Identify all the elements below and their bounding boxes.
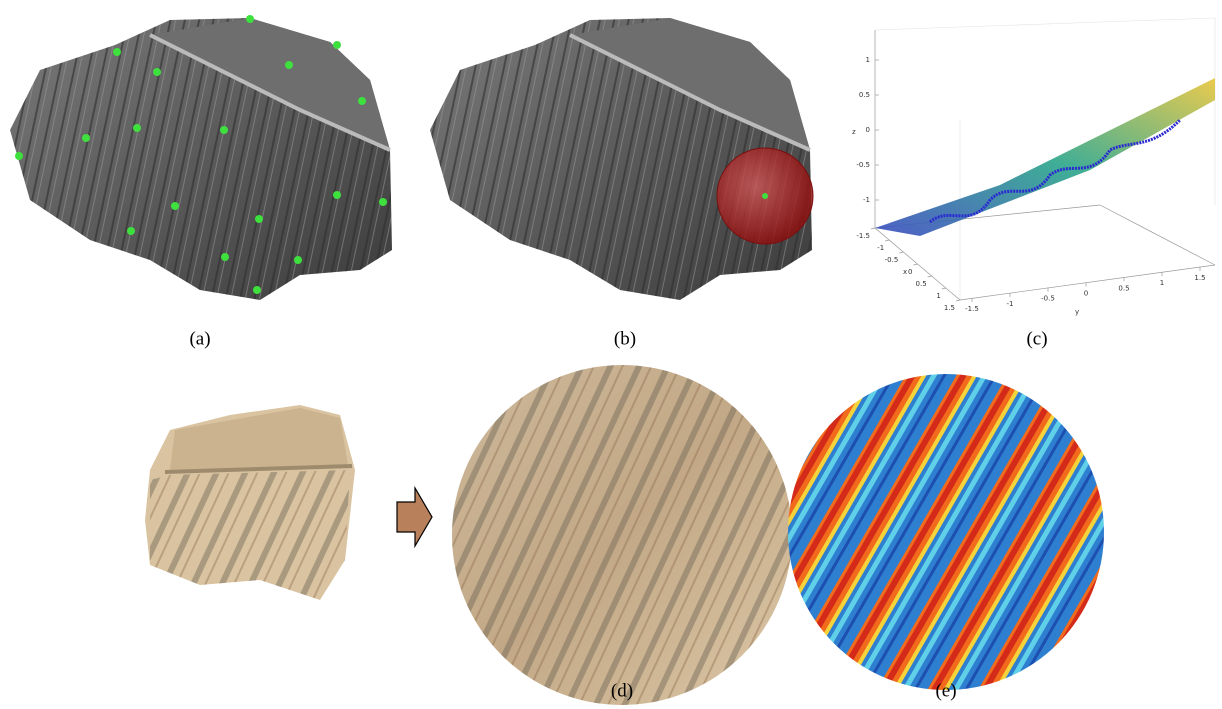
x-tick-label: 1.5: [944, 304, 955, 312]
z-tick-label: 0: [866, 126, 870, 134]
x-tick: [942, 288, 946, 289]
x-tick-label: 0.5: [916, 280, 927, 288]
y-tick-label: 1: [1160, 279, 1164, 287]
caption: (e): [935, 680, 956, 701]
axis-label: z: [852, 128, 856, 136]
z-tick-label: 1: [866, 56, 870, 64]
z-tick-label: -0.5: [856, 161, 870, 169]
figure: (a) (b) (c) (d) (e) z x y 10.50-0.5-1-1.…: [0, 0, 1222, 709]
x-tick-label: 1: [936, 292, 940, 300]
caption: (c): [1026, 328, 1047, 349]
x-tick: [956, 300, 960, 301]
x-tick: [899, 252, 903, 253]
panel-d: [145, 365, 795, 709]
z-tick-label: -1: [863, 196, 870, 204]
caption: (d): [611, 680, 633, 701]
x-tick: [871, 228, 875, 229]
x-tick-label: -0.5: [885, 256, 899, 264]
x-tick-label: 0: [908, 268, 912, 276]
y-tick-label: -1.5: [965, 305, 979, 313]
y-tick-label: -1: [1007, 300, 1014, 308]
caption: (b): [614, 328, 636, 349]
panel-c: [875, 18, 1215, 300]
y-tick-label: -0.5: [1041, 295, 1055, 303]
z-tick-label: 0.5: [859, 91, 870, 99]
panel-a: [10, 15, 392, 300]
x-tick: [914, 264, 918, 265]
y-tick-label: 0: [1084, 290, 1088, 298]
panel-b: [430, 18, 813, 300]
x-tick-label: -1.5: [856, 232, 870, 240]
y-tick-label: 0.5: [1118, 284, 1129, 292]
x-tick: [885, 240, 889, 241]
panel-e: [786, 372, 1106, 692]
y-tick-label: 1.5: [1194, 274, 1205, 282]
x-tick-label: -1: [877, 244, 884, 252]
caption: (a): [189, 328, 210, 349]
axis-label: x: [903, 268, 907, 276]
axis-label: y: [1075, 308, 1079, 316]
x-tick: [928, 276, 932, 277]
